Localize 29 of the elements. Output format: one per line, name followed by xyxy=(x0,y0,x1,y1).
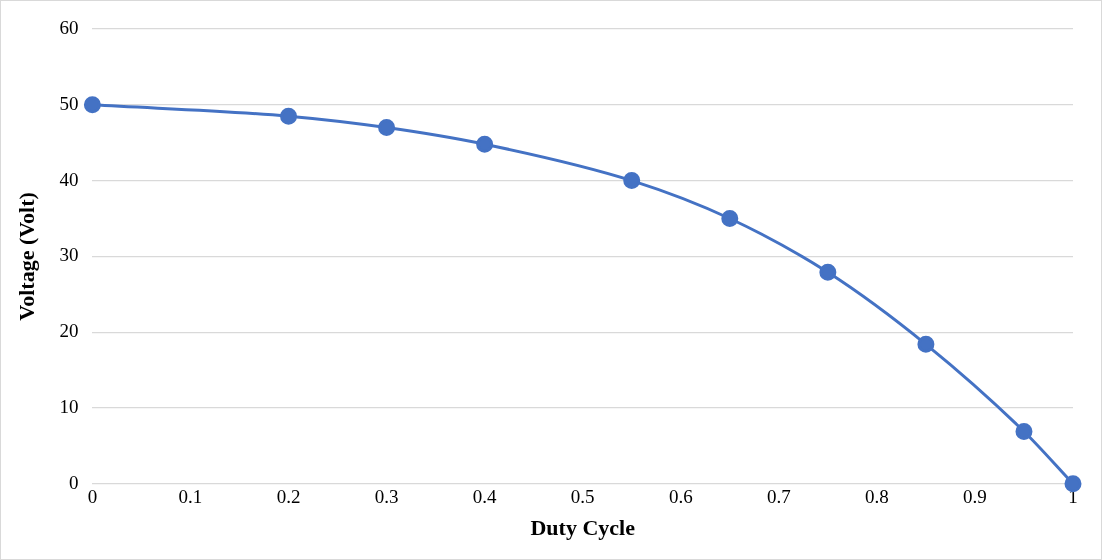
x-tick-label: 0.2 xyxy=(276,486,301,508)
y-tick-label: 0 xyxy=(68,471,79,493)
x-tick-label: 0.8 xyxy=(865,486,889,508)
x-tick-label: 0.9 xyxy=(963,486,987,508)
point xyxy=(1015,423,1033,440)
y-axis-title: Voltage (Volt) xyxy=(13,192,39,321)
point xyxy=(83,96,101,114)
y-tick-label: 20 xyxy=(59,320,79,342)
x-tick-label: 0 xyxy=(87,486,98,508)
point xyxy=(917,335,935,353)
x-tick-label: 0.3 xyxy=(374,486,399,508)
x-tick-label: 0.1 xyxy=(178,486,203,508)
x-tick-label: 0.7 xyxy=(766,486,791,508)
y-tick-label: 40 xyxy=(59,168,79,190)
point xyxy=(378,119,396,137)
point xyxy=(623,172,641,190)
x-axis-title: Duty Cycle xyxy=(530,515,636,541)
x-tick-label: 0.5 xyxy=(570,486,595,508)
y-tick-label: 50 xyxy=(59,92,79,114)
point xyxy=(721,210,739,227)
point xyxy=(1064,475,1082,493)
point xyxy=(819,263,837,281)
point xyxy=(280,107,298,125)
x-tick-label: 0.4 xyxy=(472,486,498,508)
y-tick-label: 10 xyxy=(59,395,79,417)
x-tick-label: 0.6 xyxy=(668,486,693,508)
point xyxy=(476,135,494,153)
y-tick-label: 30 xyxy=(59,244,79,266)
y-tick-label: 60 xyxy=(59,16,79,38)
